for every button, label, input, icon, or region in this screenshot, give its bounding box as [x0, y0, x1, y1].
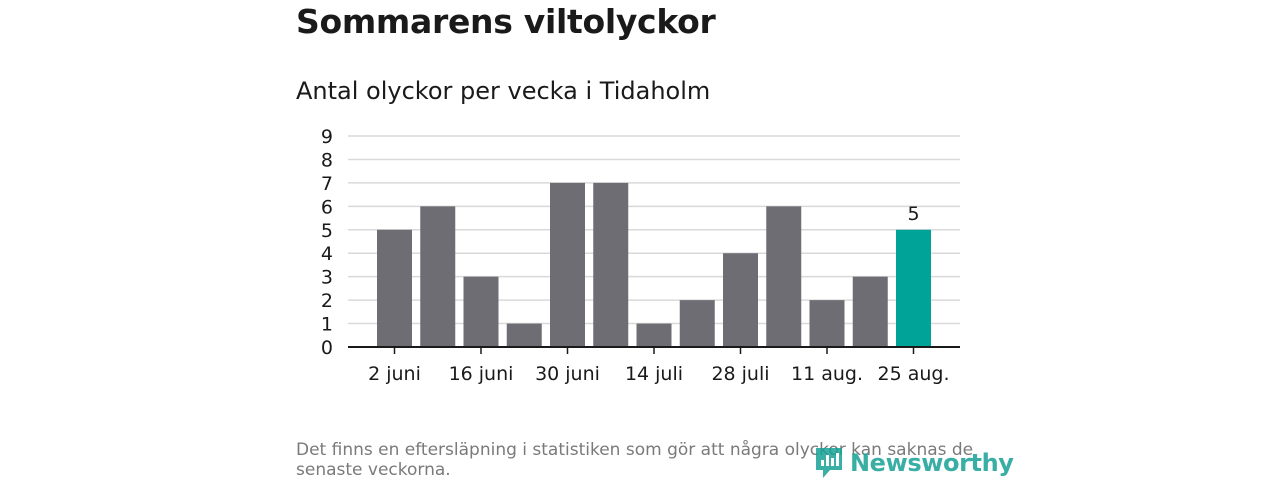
x-tick-label: 28 juli	[711, 363, 769, 385]
bar	[723, 253, 758, 347]
bar	[463, 276, 499, 347]
y-tick-label: 4	[321, 243, 333, 265]
x-tick-label: 16 juni	[449, 363, 514, 385]
x-tick-label: 11 aug.	[791, 363, 863, 385]
bar	[420, 206, 456, 347]
bar	[679, 300, 715, 347]
brand-name: Newsworthy	[850, 449, 1014, 477]
y-tick-label: 2	[321, 290, 333, 312]
bar	[766, 206, 802, 347]
bar	[550, 182, 585, 347]
bar	[593, 182, 629, 347]
bar	[852, 276, 888, 347]
bar	[377, 229, 412, 347]
x-tick-label: 2 juni	[368, 363, 421, 385]
x-tick-label: 14 juli	[625, 363, 683, 385]
chart-subtitle: Antal olyckor per vecka i Tidaholm	[296, 77, 711, 105]
y-tick-label: 1	[321, 314, 333, 336]
y-tick-label: 0	[321, 337, 333, 359]
y-tick-label: 8	[321, 149, 333, 171]
x-tick-label: 30 juni	[535, 363, 600, 385]
x-tick-label: 25 aug.	[877, 363, 949, 385]
brand-logo: Newsworthy	[814, 446, 1014, 480]
bar	[636, 323, 672, 347]
newsworthy-logo-icon	[816, 448, 842, 478]
y-tick-label: 6	[321, 196, 333, 218]
y-tick-label: 5	[321, 220, 333, 242]
y-tick-label: 9	[321, 126, 333, 148]
data-label: 5	[907, 203, 919, 225]
y-tick-label: 3	[321, 267, 333, 289]
page-title: Sommarens viltolyckor	[296, 2, 716, 41]
bar	[809, 300, 845, 347]
footnote: Det finns en eftersläpning i statistiken…	[296, 440, 974, 480]
y-tick-label: 7	[321, 173, 333, 195]
bar	[896, 229, 931, 347]
bar	[506, 323, 542, 347]
